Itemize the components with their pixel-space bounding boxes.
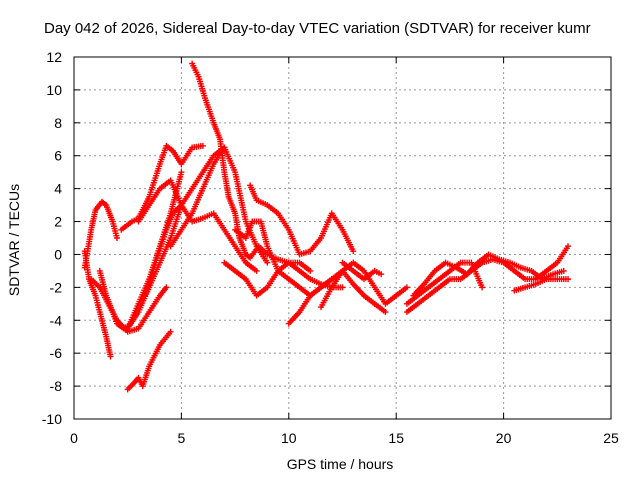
x-tick-label: 15	[388, 430, 404, 446]
x-tick-label: 20	[496, 430, 512, 446]
data-point	[403, 284, 410, 291]
data-point	[350, 248, 357, 255]
series-track-14	[221, 259, 314, 299]
y-tick-label: -2	[50, 279, 63, 295]
y-tick-label: -10	[42, 411, 62, 427]
data-points	[81, 60, 572, 393]
data-point	[113, 235, 120, 241]
y-tick-label: 10	[46, 82, 62, 98]
y-tick-label: 12	[46, 49, 62, 65]
data-point	[199, 142, 206, 149]
series-track-17	[339, 259, 385, 283]
series-track-7	[118, 142, 206, 233]
y-tick-label: -8	[50, 378, 63, 394]
x-axis-label: GPS time / hours	[286, 456, 394, 472]
axis-ticks: 0 5 10 15 20 25 -10 -8 -6 -4 -2 0 2 4 6 8 10 12	[42, 49, 619, 446]
y-tick-label: 4	[54, 181, 62, 197]
data-point	[167, 328, 174, 335]
data-point	[264, 259, 271, 266]
y-tick-label: -4	[50, 312, 63, 328]
plot-frame	[73, 56, 612, 420]
series-track-20	[403, 259, 486, 307]
x-tick-label: 0	[70, 430, 78, 446]
series-track-11	[189, 60, 346, 291]
y-axis-label: SDTVAR / TECUs	[6, 183, 22, 297]
data-point	[253, 267, 260, 274]
y-tick-label: -6	[50, 345, 63, 361]
series-track-13	[247, 182, 357, 258]
data-point	[565, 243, 572, 250]
y-tick-label: 6	[54, 148, 62, 164]
data-point	[565, 276, 572, 283]
series-track-4	[124, 328, 174, 393]
data-point	[479, 284, 486, 291]
data-point	[163, 284, 170, 291]
chart-title: Day 042 of 2026, Sidereal Day-to-day VTE…	[44, 20, 591, 37]
data-point	[307, 267, 314, 274]
grid-lines	[74, 57, 611, 419]
data-point	[378, 271, 385, 278]
y-tick-label: 0	[54, 246, 62, 262]
series-track-9	[135, 177, 260, 274]
y-tick-label: 8	[54, 115, 62, 131]
data-point	[107, 353, 114, 360]
y-tick-label: 2	[54, 214, 62, 230]
x-tick-label: 5	[178, 430, 186, 446]
data-point	[560, 267, 567, 274]
series-track-10	[167, 144, 271, 266]
data-point	[178, 169, 185, 176]
data-point	[382, 309, 389, 316]
series-track-2	[81, 248, 114, 360]
x-tick-label: 10	[281, 430, 297, 446]
series-track-21	[511, 276, 572, 294]
x-tick-label: 25	[603, 430, 619, 446]
series-track-16	[318, 259, 410, 311]
data-point	[339, 284, 346, 291]
